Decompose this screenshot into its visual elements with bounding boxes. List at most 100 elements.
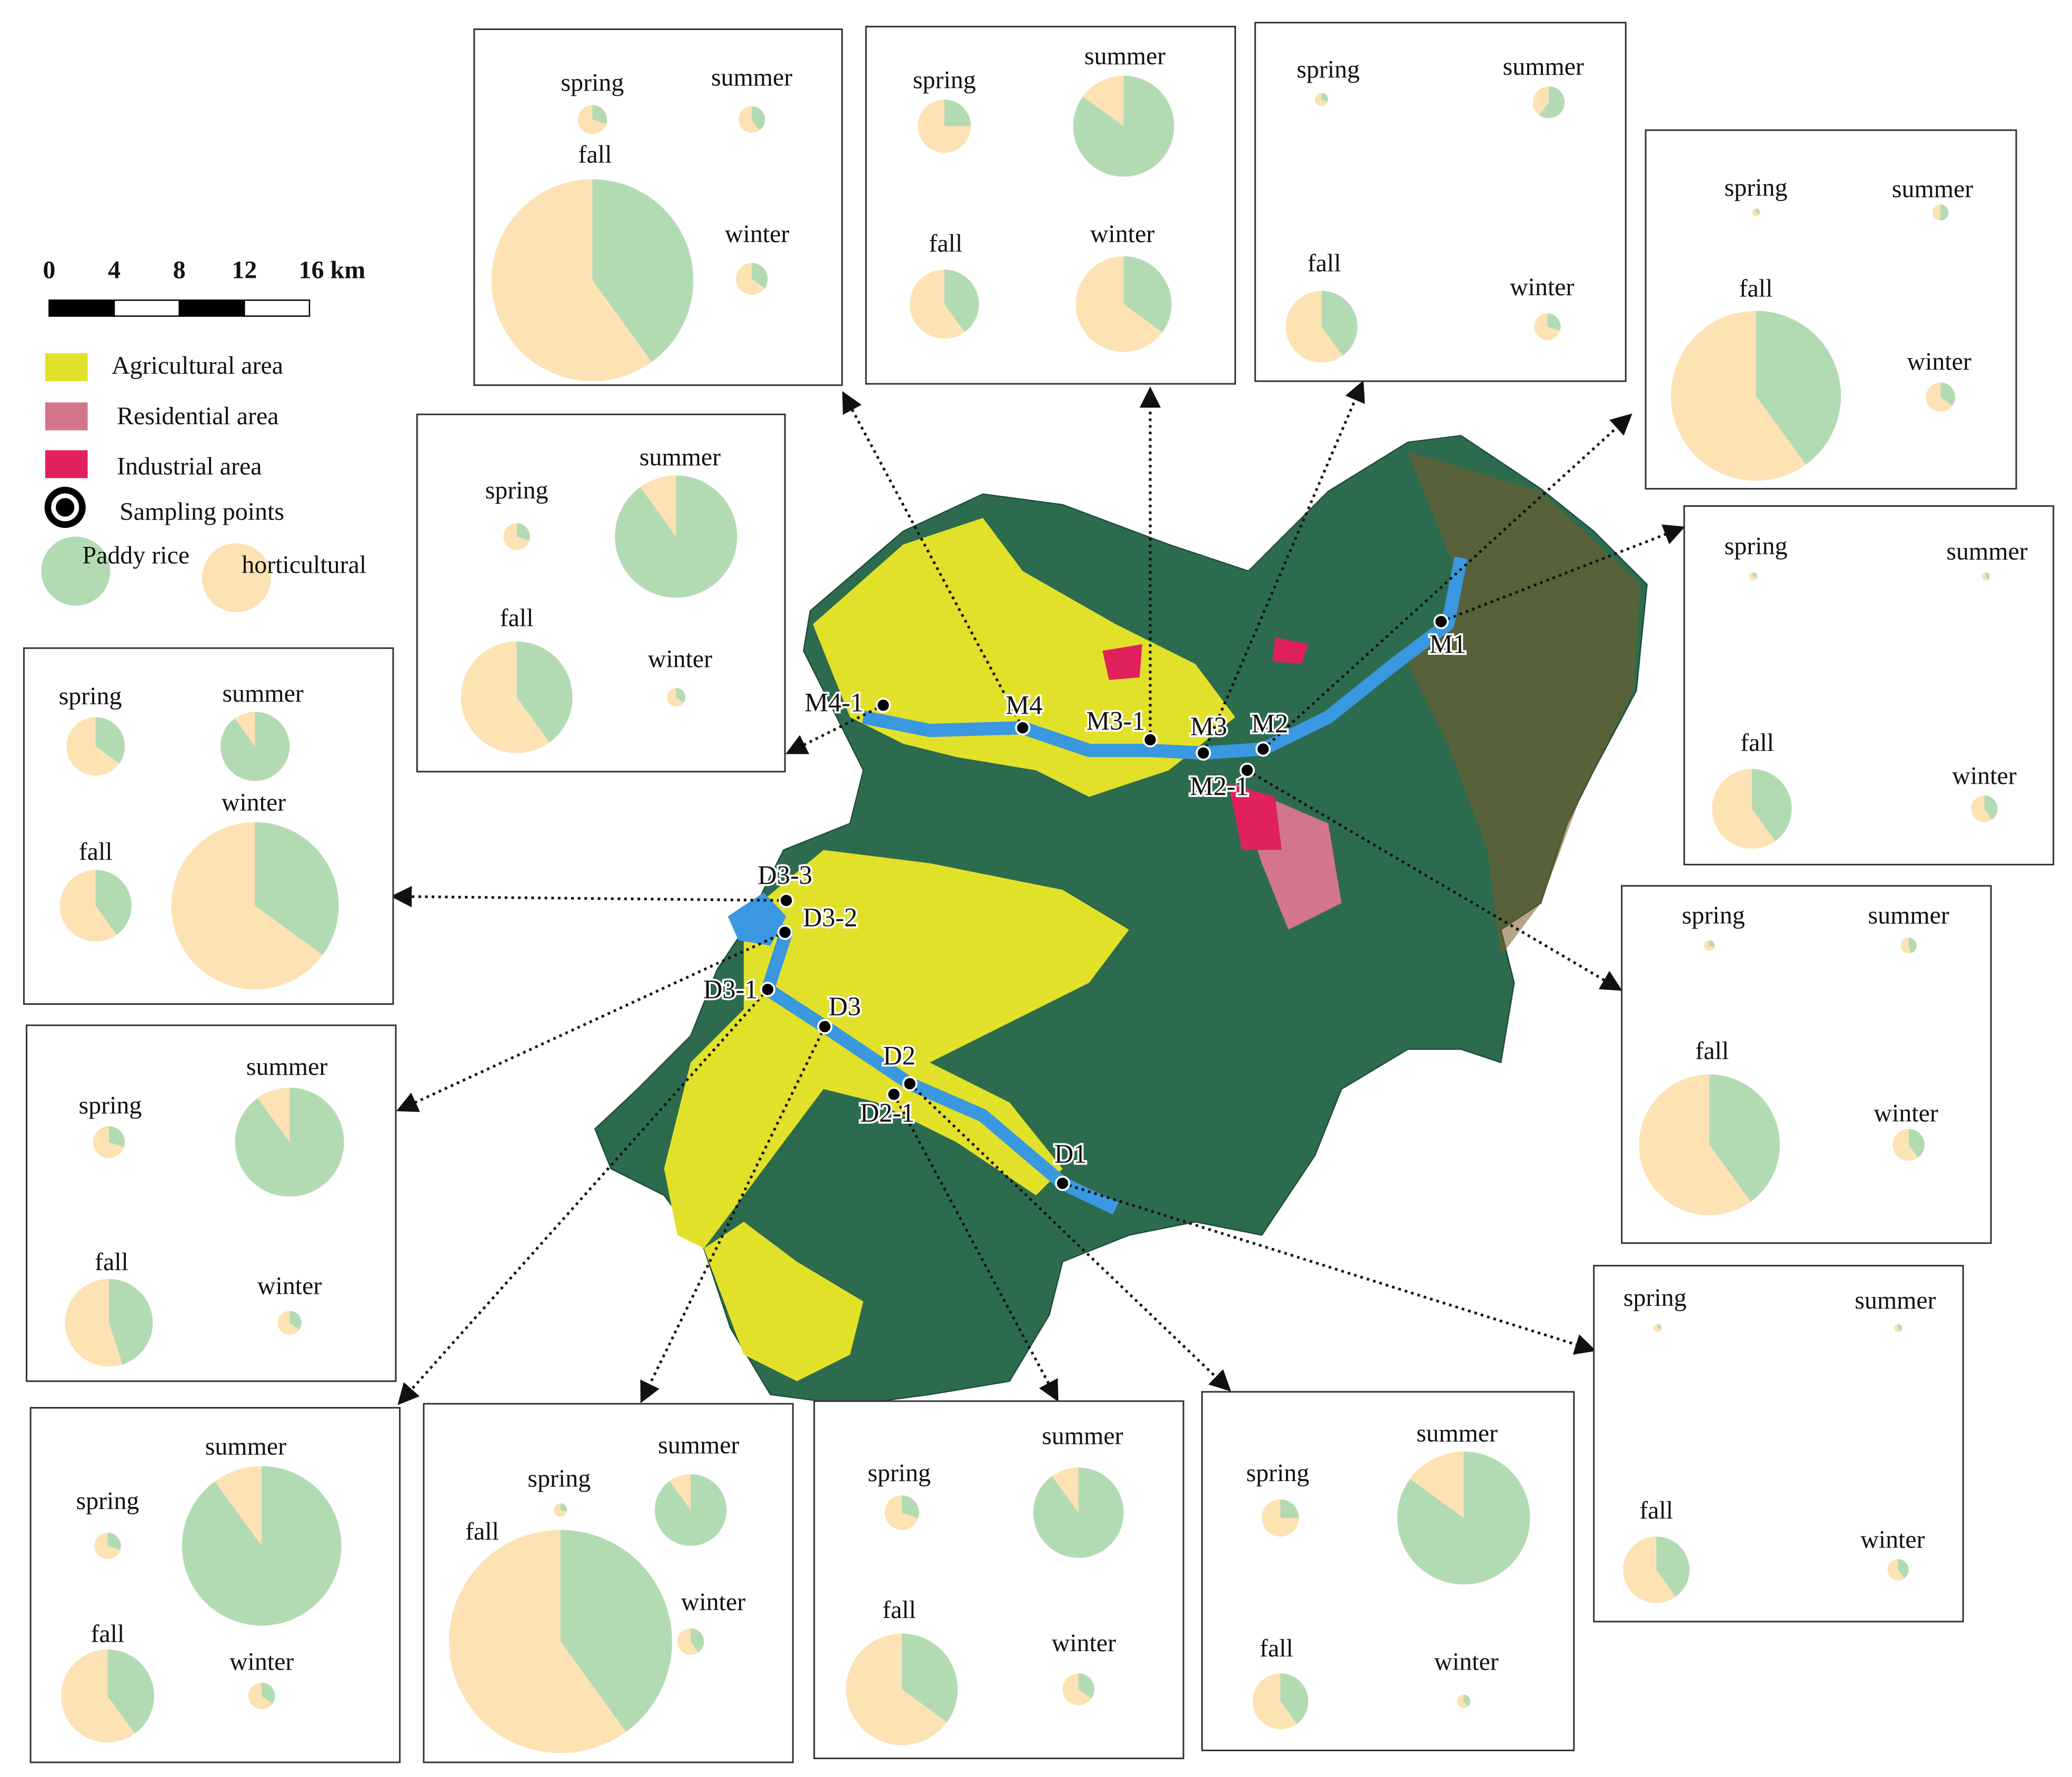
season-label: spring — [79, 1091, 142, 1119]
leader-arrow — [892, 1093, 1059, 1402]
paddy-share — [1898, 1324, 1902, 1332]
season-label: winter — [1874, 1099, 1938, 1127]
paddy-share — [95, 870, 132, 935]
point-label: M4-1 — [804, 687, 863, 717]
scale-bar-segment — [243, 300, 311, 317]
industrial-area — [1102, 637, 1309, 850]
paddy-share — [1709, 1074, 1780, 1202]
legend: 0 4 8 12 16 km Agricultural area Residen… — [41, 256, 366, 613]
leader-arrow — [397, 989, 769, 1405]
leader-arrow — [1202, 380, 1365, 754]
legend-symbol — [55, 498, 75, 517]
pie-panel: spring summer fall winter — [1593, 1265, 1964, 1623]
season-label: winter — [1952, 762, 2016, 790]
season-label: winter — [257, 1272, 322, 1300]
season-label: spring — [485, 476, 549, 504]
leader-arrow — [1246, 769, 1622, 991]
season-label: summer — [1084, 42, 1166, 70]
season-label: spring — [1623, 1284, 1687, 1312]
season-label: spring — [561, 69, 624, 97]
sampling-point — [1015, 720, 1031, 736]
leader-arrow — [842, 391, 1024, 728]
paddy-share — [1539, 86, 1565, 118]
sampling-point — [817, 1019, 833, 1034]
paddy-share — [1751, 768, 1792, 841]
paddy-share — [262, 1682, 275, 1704]
paddy-share — [290, 1311, 302, 1330]
paddy-share — [1753, 572, 1758, 578]
scale-label: 12 — [232, 256, 257, 284]
sampling-point — [1054, 1175, 1070, 1191]
paddy-share — [592, 179, 694, 362]
paddy-share — [1078, 1673, 1095, 1699]
legend-label: horticultural — [242, 551, 366, 578]
season-label: fall — [1739, 275, 1773, 303]
point-label: D3-3 — [758, 860, 812, 890]
sampling-point — [875, 697, 891, 713]
point-label: M3-1 — [1086, 706, 1145, 736]
panels: spring summer fall winter spring summer fall wi… — [23, 22, 2055, 1763]
legend-label: Agricultural area — [112, 352, 283, 380]
season-label: summer — [1946, 537, 2027, 565]
season-label: fall — [91, 1620, 124, 1648]
paddy-share — [1984, 795, 1998, 820]
season-label: spring — [868, 1459, 931, 1487]
point-label: D3-1 — [703, 974, 758, 1004]
season-label: fall — [1740, 729, 1774, 757]
paddy-share — [560, 1530, 672, 1732]
paddy-share — [1656, 1536, 1690, 1597]
paddy-share — [752, 106, 765, 131]
paddy-share — [182, 1466, 342, 1626]
season-label: fall — [1260, 1634, 1293, 1662]
pie-panel: spring summer fall winter — [865, 26, 1236, 385]
pie-panel: spring summer fall winter — [1645, 129, 2017, 490]
season-label: summer — [1042, 1422, 1123, 1450]
paddy-share — [592, 105, 607, 124]
season-label: spring — [1725, 174, 1788, 202]
paddy-share — [1940, 204, 1949, 221]
sampling-point — [779, 893, 794, 909]
season-label: spring — [913, 66, 976, 94]
paddy-share — [615, 475, 738, 598]
season-label: spring — [1297, 55, 1360, 83]
season-label: winter — [1052, 1629, 1116, 1657]
paddy-share — [654, 1474, 727, 1546]
scale-label: 0 — [43, 256, 55, 284]
pie-panel: spring summer fall winter — [1621, 885, 1992, 1244]
leader-arrow — [390, 886, 786, 907]
paddy-share — [516, 641, 573, 743]
leader-arrow — [1440, 524, 1686, 623]
paddy-share — [108, 1126, 125, 1147]
season-label: summer — [1855, 1286, 1936, 1314]
paddy-share — [235, 1087, 344, 1197]
paddy-share — [1547, 313, 1561, 331]
paddy-share — [220, 712, 290, 781]
season-label: fall — [1695, 1037, 1729, 1065]
paddy-share — [1756, 208, 1760, 214]
paddy-share — [95, 717, 125, 764]
paddy-share — [1073, 75, 1174, 177]
season-label: fall — [882, 1596, 916, 1624]
sampling-points: M1 M2 M2-1 M3 M3-1 M4 M4-1 D3-3 D3-2 D3-1 D3 D2 D2-1… — [701, 614, 1468, 1191]
legend-swatch — [45, 450, 88, 478]
sampling-point — [1196, 745, 1211, 761]
season-label: spring — [59, 682, 122, 710]
paddy-share — [1756, 311, 1841, 465]
paddy-share — [944, 99, 971, 126]
pie-panel: spring summer fall winter — [813, 1400, 1184, 1760]
season-label: winter — [725, 220, 789, 248]
paddy-share — [691, 1628, 704, 1652]
river — [741, 910, 1119, 1215]
paddy-share — [1463, 1694, 1471, 1707]
paddy-share — [902, 1495, 919, 1518]
pie-panel: spring summer fall winter — [1201, 1391, 1575, 1751]
season-label: winter — [1090, 220, 1154, 248]
legend-label: Sampling points — [119, 497, 284, 525]
season-label: winter — [1860, 1525, 1925, 1553]
season-label: winter — [681, 1588, 745, 1616]
legend-swatch — [45, 402, 88, 431]
season-label: fall — [79, 837, 113, 865]
legend-symbol — [41, 536, 111, 606]
agricultural-area — [704, 1222, 863, 1382]
season-label: fall — [95, 1248, 128, 1276]
